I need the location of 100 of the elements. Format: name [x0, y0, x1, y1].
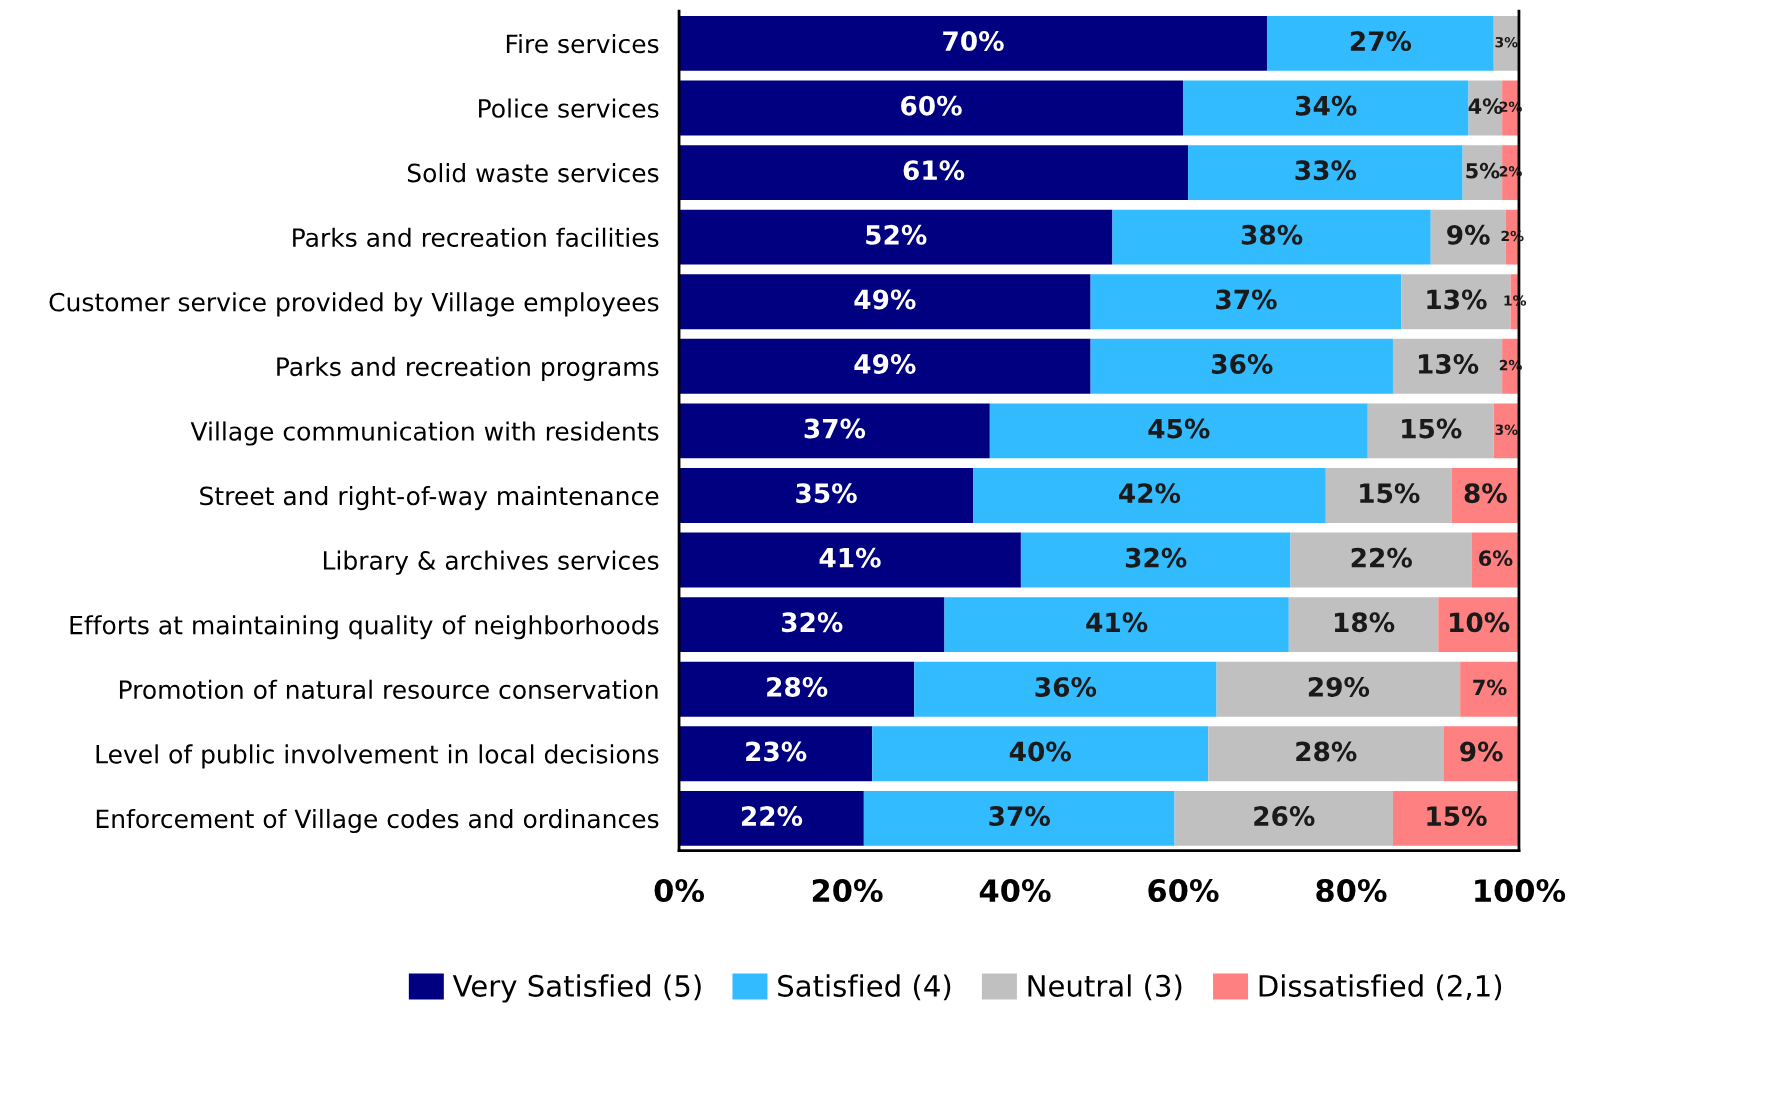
- y-tick-label: Parks and recreation programs: [277, 356, 659, 382]
- data-label: 52%: [866, 224, 927, 245]
- data-label: 13%: [1427, 289, 1487, 310]
- data-label: 35%: [796, 483, 857, 504]
- data-label: 3%: [1495, 36, 1518, 48]
- data-label: 49%: [854, 354, 916, 374]
- data-label: 26%: [1254, 806, 1315, 827]
- y-tick-label: Fire services: [506, 33, 659, 54]
- bar: [872, 726, 1209, 782]
- data-label: 29%: [1308, 676, 1370, 697]
- bar: [679, 80, 1183, 136]
- legend-label: Satisfied (4): [778, 974, 951, 1001]
- data-label: 27%: [1350, 31, 1412, 52]
- x-tick-label: 0%: [654, 879, 705, 903]
- bar: [1188, 145, 1463, 201]
- data-label: 8%: [1464, 483, 1507, 504]
- bar: [679, 726, 873, 782]
- y-tick-label: Promotion of natural resource conservation: [119, 679, 658, 700]
- bar: [679, 468, 974, 523]
- data-label: 40%: [1009, 741, 1071, 762]
- data-label: 38%: [1241, 224, 1303, 245]
- data-label: 22%: [741, 806, 803, 827]
- legend-label: Dissatisfied (2,1): [1259, 974, 1502, 1001]
- data-label: 32%: [1125, 547, 1187, 568]
- data-label: 9%: [1447, 224, 1490, 245]
- data-label: 18%: [1334, 612, 1395, 633]
- bar: [1216, 661, 1461, 717]
- x-tick-label: 40%: [979, 879, 1051, 903]
- y-tick-label: Efforts at maintaining quality of neighborhoods: [70, 615, 659, 640]
- bar: [679, 661, 915, 717]
- data-label: 10%: [1450, 612, 1510, 633]
- bar: [1392, 790, 1519, 846]
- y-tick-label: Customer service provided by Village employees: [49, 292, 659, 317]
- bar: [1208, 726, 1444, 782]
- bar: [989, 403, 1368, 459]
- legend-label: Neutral (3): [1028, 974, 1182, 1001]
- legend-label: Very Satisfied (5): [452, 974, 701, 1003]
- data-label: 28%: [767, 676, 828, 697]
- data-label: 33%: [1295, 160, 1357, 181]
- y-tick-label: Enforcement of Village codes and ordinances: [96, 808, 659, 834]
- data-label: 9%: [1460, 741, 1503, 762]
- data-label: 37%: [804, 418, 866, 439]
- bar: [1288, 597, 1439, 653]
- data-label: 15%: [1427, 806, 1487, 827]
- bar: [679, 15, 1267, 71]
- data-label: 32%: [781, 612, 843, 633]
- y-tick-label: Library & archives services: [323, 550, 659, 575]
- bar: [1460, 661, 1519, 717]
- x-tick-label: 100%: [1475, 879, 1566, 903]
- bar: [1290, 532, 1472, 588]
- bar: [679, 338, 1091, 394]
- bar: [679, 790, 864, 846]
- x-tick-label: 20%: [812, 879, 883, 903]
- data-label: 37%: [989, 806, 1050, 827]
- bar: [1266, 15, 1494, 71]
- bar: [1325, 468, 1452, 523]
- bar: [679, 403, 990, 459]
- x-tick-label: 80%: [1316, 879, 1387, 903]
- data-label: 41%: [819, 547, 881, 568]
- bar: [863, 790, 1175, 846]
- data-label: 36%: [1035, 676, 1097, 697]
- data-label: 60%: [901, 95, 962, 116]
- data-label: 34%: [1295, 95, 1357, 116]
- data-label: 36%: [1211, 354, 1273, 374]
- data-label: 15%: [1402, 418, 1462, 439]
- data-label: 13%: [1418, 354, 1479, 374]
- data-label: 41%: [1086, 612, 1148, 633]
- bar: [1367, 403, 1494, 459]
- bar: [679, 274, 1091, 330]
- bar: [973, 468, 1326, 523]
- bar: [1090, 274, 1402, 330]
- data-label: 70%: [943, 31, 1004, 52]
- y-tick-label: Police services: [479, 98, 659, 118]
- y-tick-label: Level of public involvement in local decisions: [96, 744, 659, 769]
- data-label: 37%: [1216, 289, 1277, 310]
- bar: [1174, 790, 1393, 846]
- bar: [1182, 80, 1469, 136]
- bar: [1090, 338, 1393, 394]
- data-label: 42%: [1119, 483, 1181, 504]
- y-tick-label: Street and right-of-way maintenance: [200, 485, 659, 511]
- bar: [679, 209, 1113, 265]
- data-label: 6%: [1479, 550, 1513, 567]
- y-tick-label: Village communication with residents: [190, 421, 659, 446]
- bar: [914, 661, 1217, 717]
- data-label: 3%: [1495, 424, 1518, 435]
- data-label: 28%: [1296, 741, 1357, 762]
- data-label: 23%: [746, 741, 807, 762]
- bar: [1020, 532, 1291, 588]
- data-label: 7%: [1473, 679, 1507, 696]
- data-label: 61%: [903, 160, 965, 181]
- data-label: 45%: [1148, 418, 1210, 439]
- bar: [679, 597, 945, 653]
- data-label: 49%: [854, 289, 916, 310]
- y-tick-label: Parks and recreation facilities: [293, 227, 659, 248]
- bar: [679, 145, 1189, 201]
- x-tick-label: 60%: [1148, 879, 1219, 903]
- bar: [944, 597, 1289, 653]
- data-label: 15%: [1360, 483, 1420, 504]
- bar: [1443, 726, 1519, 782]
- data-label: 22%: [1351, 547, 1412, 568]
